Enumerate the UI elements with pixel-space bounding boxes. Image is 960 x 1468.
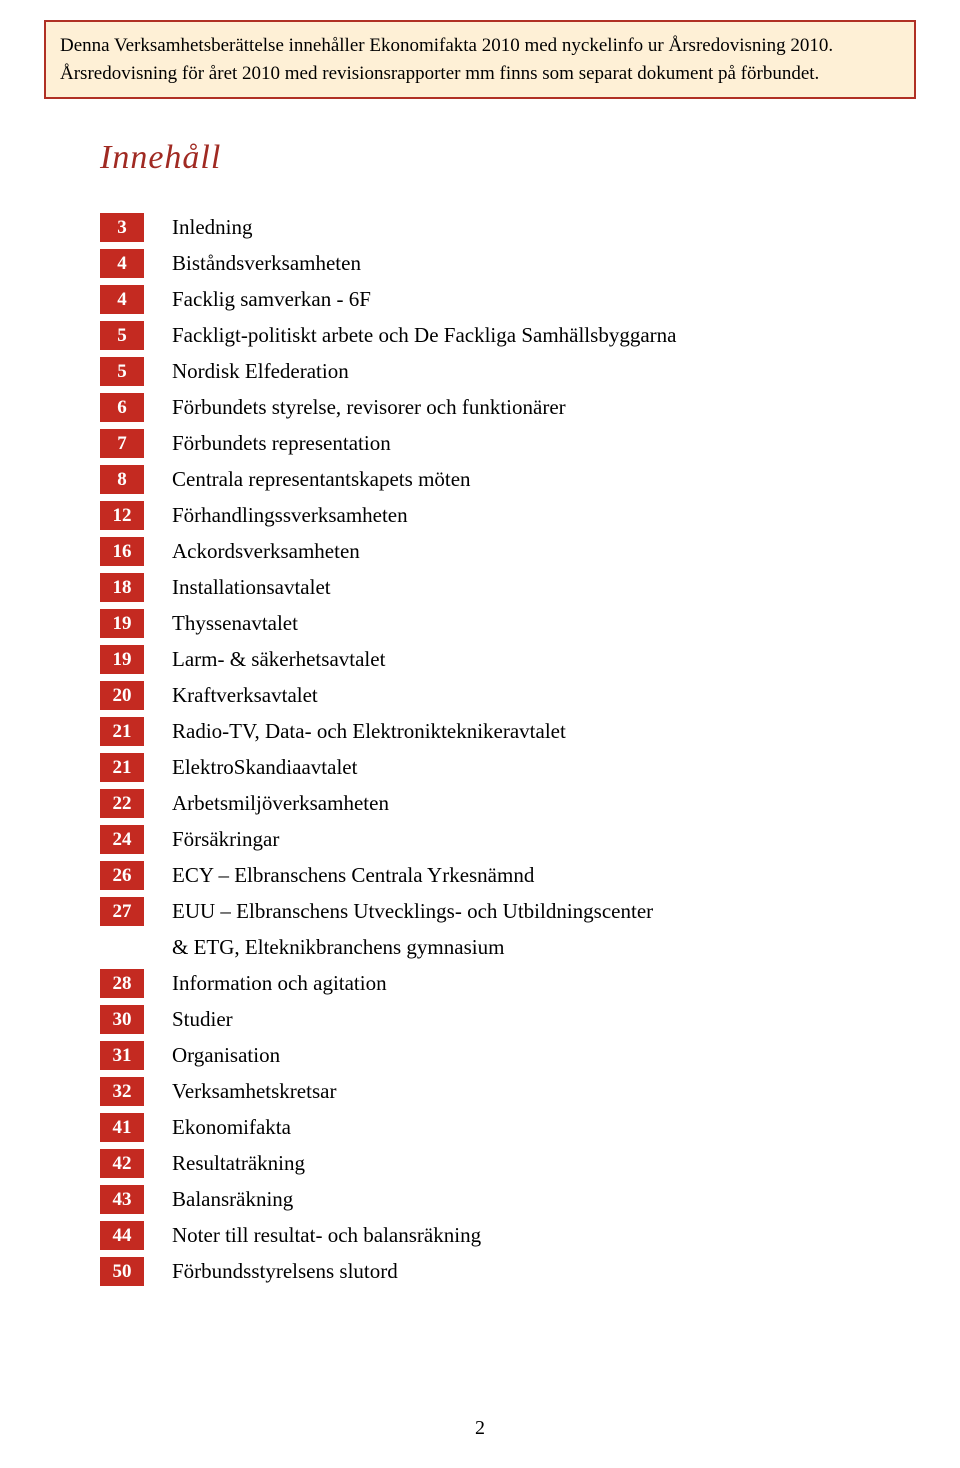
toc-row: 3Inledning	[100, 209, 920, 245]
toc-label: Nordisk Elfederation	[144, 361, 349, 382]
toc-page-number: 18	[100, 573, 144, 602]
toc-row: 12Förhandlingssverksamheten	[100, 497, 920, 533]
toc-page-number: 22	[100, 789, 144, 818]
toc-row: 44Noter till resultat- och balansräkning	[100, 1217, 920, 1253]
toc-page-number: 30	[100, 1005, 144, 1034]
toc-page-number: 27	[100, 897, 144, 926]
toc-page-number: 24	[100, 825, 144, 854]
toc-label: Facklig samverkan - 6F	[144, 289, 371, 310]
toc-label: Thyssenavtalet	[144, 613, 298, 634]
toc-page-number: 42	[100, 1149, 144, 1178]
document-page: Denna Verksamhetsberättelse innehåller E…	[0, 0, 960, 1468]
toc-page-number: 21	[100, 753, 144, 782]
toc-row: 19Larm- & säkerhetsavtalet	[100, 641, 920, 677]
toc-page-number: 4	[100, 249, 144, 278]
toc-label: Organisation	[144, 1045, 280, 1066]
toc-page-number: 20	[100, 681, 144, 710]
toc-label: Installationsavtalet	[144, 577, 331, 598]
toc-row: 24Försäkringar	[100, 821, 920, 857]
toc-row: 4Biståndsverksamheten	[100, 245, 920, 281]
toc-page-number: 5	[100, 321, 144, 350]
toc-row: 32Verksamhetskretsar	[100, 1073, 920, 1109]
toc-row: 31Organisation	[100, 1037, 920, 1073]
toc-page-number: 21	[100, 717, 144, 746]
toc-label: EUU – Elbranschens Utvecklings- och Utbi…	[144, 901, 653, 922]
toc-page-number: 7	[100, 429, 144, 458]
toc-page-number: 6	[100, 393, 144, 422]
toc-row: 28Information och agitation	[100, 965, 920, 1001]
toc-label: Förhandlingssverksamheten	[144, 505, 408, 526]
toc-page-number: 16	[100, 537, 144, 566]
toc-label: Biståndsverksamheten	[144, 253, 361, 274]
toc-label: Resultaträkning	[144, 1153, 305, 1174]
toc-row: 42Resultaträkning	[100, 1145, 920, 1181]
toc-page-number: 5	[100, 357, 144, 386]
toc-label: Balansräkning	[144, 1189, 293, 1210]
toc-label: Förbundsstyrelsens slutord	[144, 1261, 398, 1282]
toc-row: 16Ackordsverksamheten	[100, 533, 920, 569]
toc-page-number: 50	[100, 1257, 144, 1286]
toc-row: 43Balansräkning	[100, 1181, 920, 1217]
toc-row: 21Radio-TV, Data- och Elektroniktekniker…	[100, 713, 920, 749]
notice-line-1: Denna Verksamhetsberättelse innehåller E…	[60, 32, 900, 60]
toc-row: 22Arbetsmiljöverksamheten	[100, 785, 920, 821]
toc-page-number: 19	[100, 645, 144, 674]
toc-row: & ETG, Elteknikbranchens gymnasium	[100, 929, 920, 965]
toc-row: 4Facklig samverkan - 6F	[100, 281, 920, 317]
toc-page-number: 26	[100, 861, 144, 890]
toc-label: ECY – Elbranschens Centrala Yrkesnämnd	[144, 865, 534, 886]
toc-label: & ETG, Elteknikbranchens gymnasium	[144, 937, 504, 958]
toc-page-number: 31	[100, 1041, 144, 1070]
toc-label: Centrala representantskapets möten	[144, 469, 471, 490]
toc-label: Ekonomifakta	[144, 1117, 291, 1138]
notice-line-2: Årsredovisning för året 2010 med revisio…	[60, 60, 900, 88]
toc-row: 21ElektroSkandiaavtalet	[100, 749, 920, 785]
toc-label: Studier	[144, 1009, 233, 1030]
toc-row: 20Kraftverksavtalet	[100, 677, 920, 713]
toc-label: Larm- & säkerhetsavtalet	[144, 649, 385, 670]
notice-box: Denna Verksamhetsberättelse innehåller E…	[44, 20, 916, 99]
toc-label: Information och agitation	[144, 973, 387, 994]
toc-page-number: 41	[100, 1113, 144, 1142]
toc-label: Fackligt-politiskt arbete och De Facklig…	[144, 325, 676, 346]
page-number: 2	[0, 1417, 960, 1440]
toc-label: ElektroSkandiaavtalet	[144, 757, 357, 778]
toc-row: 50Förbundsstyrelsens slutord	[100, 1253, 920, 1289]
toc-row: 27EUU – Elbranschens Utvecklings- och Ut…	[100, 893, 920, 929]
toc-label: Förbundets styrelse, revisorer och funkt…	[144, 397, 566, 418]
toc-page-number: 8	[100, 465, 144, 494]
toc-row: 5Fackligt-politiskt arbete och De Fackli…	[100, 317, 920, 353]
toc-page-number: 12	[100, 501, 144, 530]
toc-page-number: 28	[100, 969, 144, 998]
toc-label: Försäkringar	[144, 829, 279, 850]
table-of-contents: 3Inledning4Biståndsverksamheten4Facklig …	[100, 209, 920, 1289]
toc-label: Verksamhetskretsar	[144, 1081, 336, 1102]
toc-label: Noter till resultat- och balansräkning	[144, 1225, 481, 1246]
toc-label: Inledning	[144, 217, 252, 238]
content-area: Innehåll 3Inledning4Biståndsverksamheten…	[40, 139, 920, 1289]
toc-row: 7Förbundets representation	[100, 425, 920, 461]
toc-row: 19Thyssenavtalet	[100, 605, 920, 641]
toc-label: Ackordsverksamheten	[144, 541, 360, 562]
toc-page-number: 3	[100, 213, 144, 242]
toc-label: Kraftverksavtalet	[144, 685, 318, 706]
toc-label: Radio-TV, Data- och Elektroniktekniker­a…	[144, 721, 566, 742]
toc-row: 18Installationsavtalet	[100, 569, 920, 605]
toc-heading: Innehåll	[100, 139, 920, 177]
toc-page-number: 4	[100, 285, 144, 314]
toc-page-number: 44	[100, 1221, 144, 1250]
toc-label: Arbetsmiljöverksamheten	[144, 793, 389, 814]
toc-label: Förbundets representation	[144, 433, 391, 454]
toc-row: 30Studier	[100, 1001, 920, 1037]
toc-row: 41Ekonomifakta	[100, 1109, 920, 1145]
toc-row: 26ECY – Elbranschens Centrala Yrkesnämnd	[100, 857, 920, 893]
toc-page-number: 19	[100, 609, 144, 638]
toc-row: 6Förbundets styrelse, revisorer och funk…	[100, 389, 920, 425]
toc-row: 5Nordisk Elfederation	[100, 353, 920, 389]
toc-page-number: 43	[100, 1185, 144, 1214]
toc-page-number: 32	[100, 1077, 144, 1106]
toc-row: 8Centrala representantskapets möten	[100, 461, 920, 497]
